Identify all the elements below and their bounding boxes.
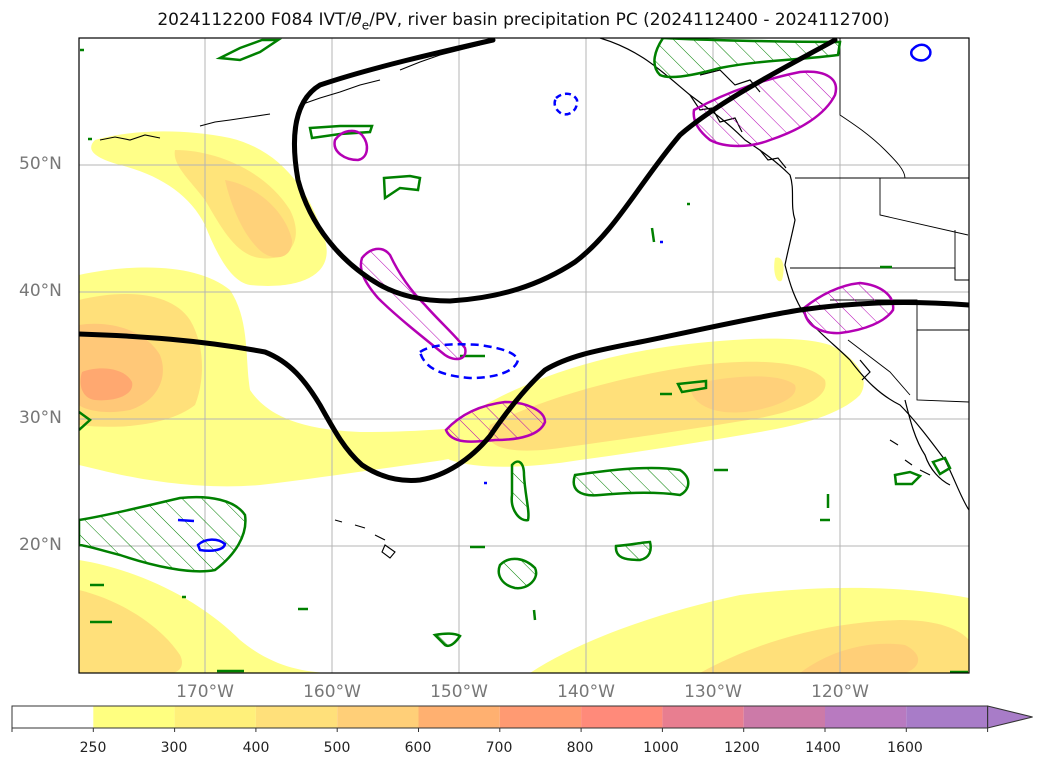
colorbar-swatch [418,706,500,728]
ivt-plume-south-core [79,590,182,673]
colorbar-swatch [581,706,663,728]
colorbar-tick: 300 [160,740,188,756]
lat-label-50n: 50°N [19,154,62,174]
colorbar-swatch [174,706,256,728]
ivt-shading [79,131,969,673]
theta-e-contours-open [79,38,968,673]
colorbar-tick: 400 [242,740,270,756]
colorbar-tick: 1400 [805,740,841,756]
colorbar [11,705,1033,732]
colorbar-swatch [93,706,175,728]
pv-contours [359,70,895,443]
colorbar-swatch [255,706,338,728]
colorbar-tick: 1200 [724,740,760,756]
map-panel [79,38,969,673]
colorbar-tick: 800 [566,740,594,756]
ivt-contour-trough [79,300,969,483]
ivt-plume-southeast-inner [800,643,919,673]
map-title: 2024112200 F084 IVT/θe/PV, river basin p… [157,10,890,33]
colorbar-swatch [12,706,94,728]
ivt-plume-east-inner [690,376,796,413]
ivt-contour-ridge [291,38,838,304]
lon-label-130w: 130°W [684,682,742,702]
colorbar-tick: 1600 [887,740,923,756]
colorbar-swatch [499,706,582,728]
ivt-plume-north-inner [225,180,293,258]
lon-label-140w: 140°W [557,682,615,702]
colorbar-tick: 700 [485,740,513,756]
lon-label-150w: 150°W [430,682,488,702]
colorbar-swatch [662,706,744,728]
colorbar-tick: 500 [323,740,351,756]
colorbar-tick: 250 [79,740,107,756]
colorbar-tick: 1000 [643,740,679,756]
lon-label-170w: 170°W [176,682,234,702]
theta-e-contours [79,38,842,647]
colorbar-swatch [743,706,825,728]
colorbar-swatch [906,706,988,728]
islands [99,44,931,559]
lon-label-120w: 120°W [811,682,869,702]
colorbar-extend-arrow [987,705,1033,729]
ivt-plume-west-max [80,368,133,401]
lat-label-30n: 30°N [19,408,62,428]
ivt-plume-coast [774,257,784,282]
blue-contours [177,43,932,552]
colorbar-swatch [825,706,907,728]
lat-label-40n: 40°N [19,281,62,301]
political-borders [790,38,969,403]
pv-contour-small [333,129,369,162]
colorbar-swatch [337,706,419,728]
ivt-contours [79,38,969,483]
lat-label-20n: 20°N [19,535,62,555]
lon-label-160w: 160°W [303,682,361,702]
colorbar-tick: 600 [404,740,432,756]
map-frame [78,37,970,674]
